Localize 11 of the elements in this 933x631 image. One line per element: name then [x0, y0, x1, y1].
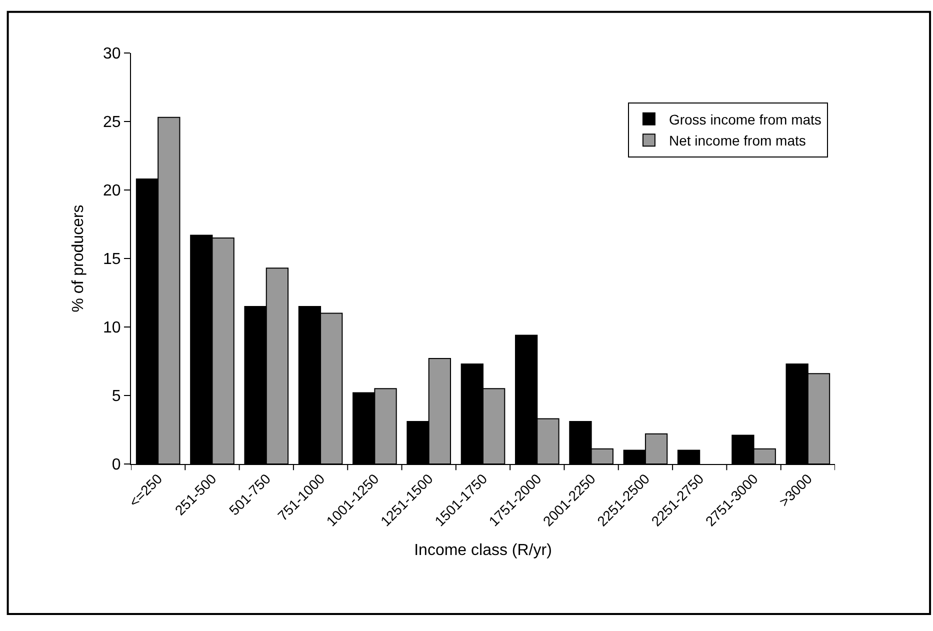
x-axis-title: Income class (R/yr)	[414, 542, 552, 559]
legend-label: Gross income from mats	[668, 111, 822, 128]
y-tick-label: 5	[112, 388, 121, 406]
y-tick-label: 10	[103, 320, 121, 337]
y-tick-label: 25	[103, 114, 121, 132]
y-tick-label: 30	[103, 46, 121, 63]
legend-label: Net income from mats	[668, 132, 806, 149]
y-axis-title: % of producers	[70, 204, 87, 312]
y-tick-label: 20	[103, 182, 121, 200]
y-tick-label: 0	[112, 456, 121, 474]
y-tick-label: 15	[103, 251, 121, 268]
